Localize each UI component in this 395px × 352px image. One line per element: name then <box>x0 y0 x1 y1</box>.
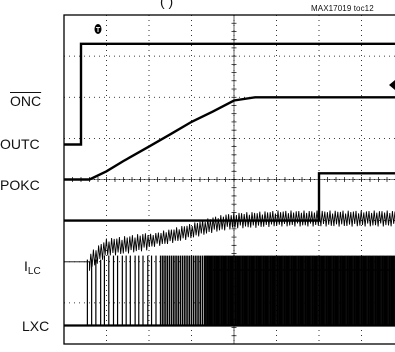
label-lxc: LXC <box>22 318 50 334</box>
trace-outc <box>64 96 395 181</box>
trigger-marker-shape <box>94 24 102 34</box>
chart-title-fragment: ( ) <box>160 0 174 9</box>
traces <box>64 42 395 327</box>
trace-pokc <box>64 172 395 222</box>
label-outc: OUTC <box>0 136 40 152</box>
trace-onc <box>64 42 395 146</box>
trigger-marker: T <box>94 24 102 34</box>
trace-ilc <box>64 210 395 271</box>
trigger-marker-text: T <box>96 27 101 34</box>
label-ilc-sub: LC <box>27 266 41 277</box>
trace-lxc <box>64 255 395 327</box>
label-ilc: ILC <box>24 258 41 277</box>
label-pokc: POKC <box>0 177 40 193</box>
label-ilc-main: I <box>24 258 28 274</box>
trigger-level-arrow <box>389 80 395 90</box>
label-onc: ONC <box>10 93 41 109</box>
label-onc-text: ONC <box>10 93 42 109</box>
figure-id: MAX17019 toc12 <box>311 4 374 13</box>
